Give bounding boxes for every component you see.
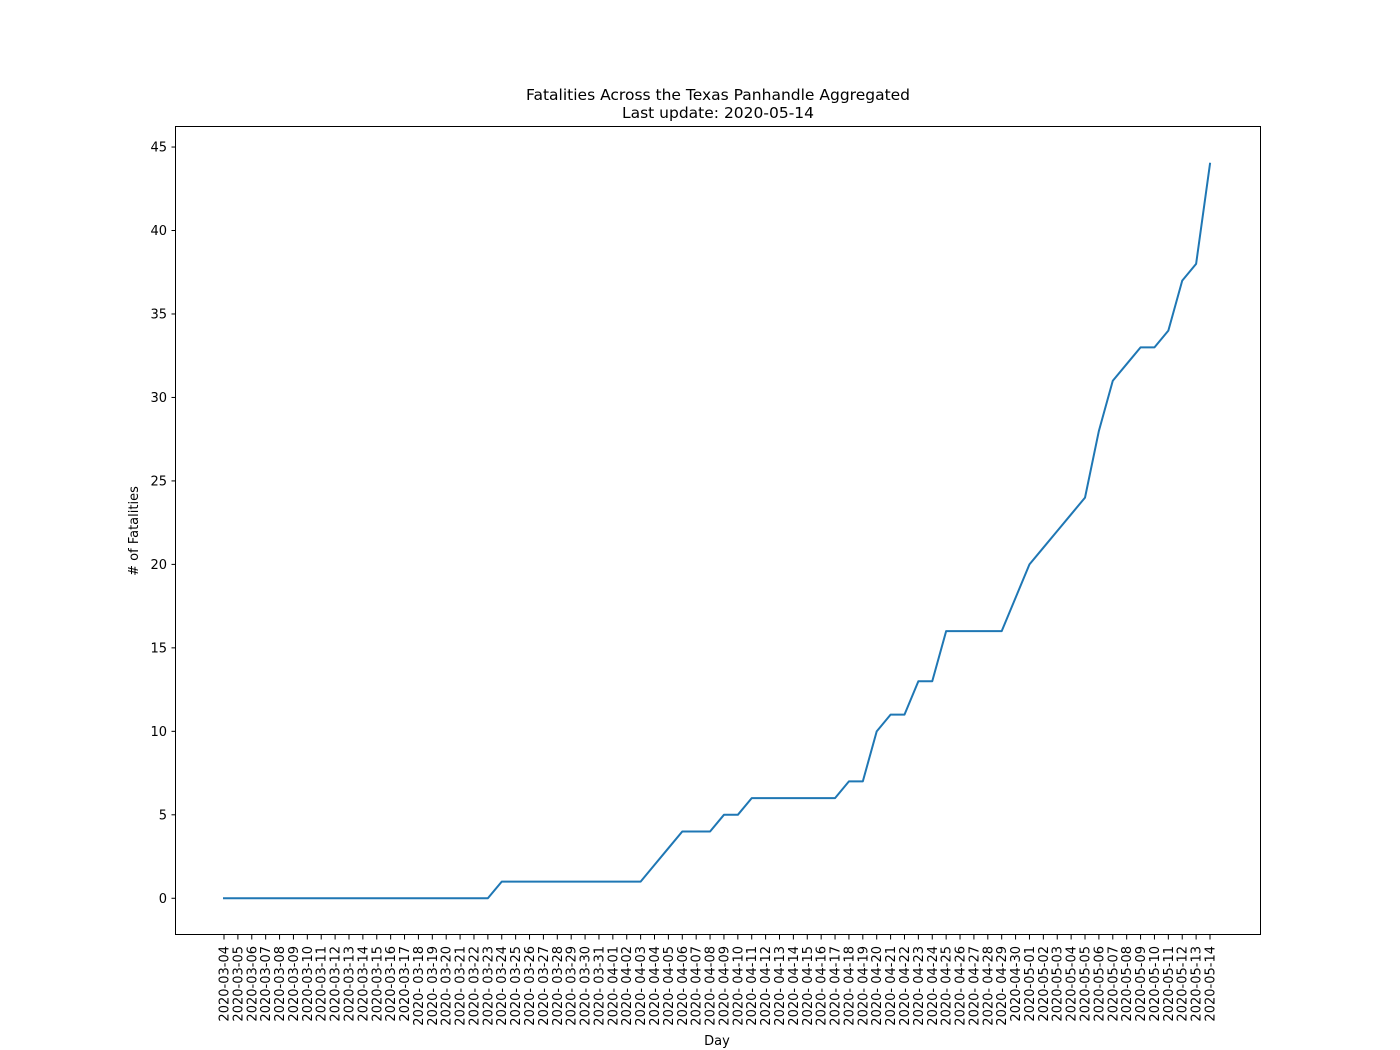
y-tick-label: 25 <box>150 474 167 489</box>
x-tick-label: 2020-05-06 <box>1092 946 1107 1022</box>
x-tick-label: 2020-03-06 <box>245 946 260 1022</box>
x-tick-label: 2020- 04-08 <box>704 946 719 1026</box>
y-axis: 0 5 10 15 20 25 30 35 40 45 <box>150 141 176 907</box>
x-tick-label: 2020-05-05 <box>1079 946 1094 1022</box>
y-tick-label: 0 <box>159 892 167 907</box>
x-tick-label: 2020- 04-07 <box>690 946 705 1026</box>
x-tick-label: 2020- 04-11 <box>745 946 760 1026</box>
x-tick-label: 2020- 03-29 <box>565 946 580 1026</box>
x-tick-label: 2020- 04-17 <box>829 946 844 1026</box>
x-tick-label: 2020-03-09 <box>287 946 302 1022</box>
x-tick-label: 2020-05-07 <box>1106 946 1121 1022</box>
x-tick-label: 2020- 04-01 <box>606 946 621 1026</box>
x-tick-label: 2020-03-15 <box>370 946 385 1022</box>
x-tick-label: 2020- 03-27 <box>537 946 552 1026</box>
x-tick-label: 2020-05-01 <box>1023 946 1038 1022</box>
x-tick-label: 2020- 04-27 <box>967 946 982 1026</box>
chart-title: Fatalities Across the Texas Panhandle Ag… <box>526 86 910 104</box>
x-tick-label: 2020- 04-13 <box>773 946 788 1026</box>
y-tick-label: 40 <box>150 224 167 239</box>
x-tick-label: 2020-05-02 <box>1037 946 1052 1022</box>
x-tick-label: 2020- 04-22 <box>898 946 913 1026</box>
x-tick-label: 2020- 04-14 <box>787 946 802 1026</box>
x-tick-label: 2020-03-13 <box>342 946 357 1022</box>
x-tick-label: 2020-05-12 <box>1176 946 1191 1022</box>
x-tick-label: 2020- 04-19 <box>856 946 871 1026</box>
x-tick-label: 2020- 04-12 <box>759 946 774 1026</box>
x-tick-label: 2020-05-09 <box>1134 946 1149 1022</box>
chart-subtitle: Last update: 2020-05-14 <box>622 104 814 122</box>
x-tick-label: 2020- 03-25 <box>509 946 524 1026</box>
x-tick-label: 2020- 04-16 <box>815 946 830 1026</box>
x-tick-label: 2020- 04-25 <box>940 946 955 1026</box>
x-tick-label: 2020- 03-26 <box>523 946 538 1026</box>
x-tick-label: 2020-03-07 <box>259 946 274 1022</box>
x-tick-label: 2020-05-10 <box>1148 946 1163 1022</box>
x-tick-label: 2020- 03-24 <box>495 946 510 1026</box>
x-axis-label: Day <box>704 1034 730 1049</box>
x-tick-label: 2020- 04-28 <box>981 946 996 1026</box>
x-tick-label: 2020- 04-09 <box>717 946 732 1026</box>
series-line <box>223 162 1212 900</box>
y-axis-label: # of Fatalities <box>127 486 142 576</box>
x-tick-label: 2020- 04-15 <box>801 946 816 1026</box>
x-tick-label: 2020-03-08 <box>273 946 288 1022</box>
x-tick-label: 2020- 04-29 <box>995 946 1010 1026</box>
y-tick-label: 35 <box>150 307 167 322</box>
x-tick-label: 2020- 03-20 <box>440 946 455 1026</box>
x-tick-label: 2020- 04-23 <box>912 946 927 1026</box>
x-tick-label: 2020- 04-04 <box>648 946 663 1026</box>
x-tick-label: 2020- 04-24 <box>926 946 941 1026</box>
x-tick-label: 2020- 04-20 <box>870 946 885 1026</box>
x-tick-label: 2020- 04-03 <box>634 946 649 1026</box>
x-tick-label: 2020-03-12 <box>329 946 344 1022</box>
x-tick-label: 2020- 04-06 <box>676 946 691 1026</box>
x-tick-label: 2020- 04-05 <box>662 946 677 1026</box>
y-tick-label: 15 <box>150 641 167 656</box>
x-axis: 2020-03-042020-03-052020-03-062020-03-07… <box>218 935 1219 1026</box>
y-tick-label: 45 <box>150 141 167 156</box>
x-tick-label: 2020- 04-18 <box>842 946 857 1026</box>
x-tick-label: 2020-05-11 <box>1162 946 1177 1022</box>
x-tick-label: 2020- 03-22 <box>467 946 482 1026</box>
x-tick-label: 2020-05-13 <box>1190 946 1205 1022</box>
x-tick-label: 2020-04-30 <box>1009 946 1024 1022</box>
x-tick-label: 2020- 04-10 <box>731 946 746 1026</box>
plot-area-frame <box>175 126 1261 935</box>
x-tick-label: 2020- 04-02 <box>620 946 635 1026</box>
x-tick-label: 2020- 03-23 <box>481 946 496 1026</box>
x-tick-label: 2020- 03-30 <box>579 946 594 1026</box>
x-tick-label: 2020- 04-26 <box>954 946 969 1026</box>
x-tick-label: 2020-03-17 <box>398 946 413 1022</box>
x-tick-label: 2020-03-14 <box>356 946 371 1022</box>
x-tick-label: 2020-03-10 <box>301 946 316 1022</box>
x-tick-label: 2020-03-04 <box>218 946 233 1022</box>
x-tick-label: 2020-03-16 <box>384 946 399 1022</box>
y-tick-label: 5 <box>159 808 167 823</box>
x-tick-label: 2020- 03-19 <box>426 946 441 1026</box>
x-tick-label: 2020- 03-18 <box>412 946 427 1026</box>
x-tick-label: 2020-05-14 <box>1204 946 1219 1022</box>
x-tick-label: 2020- 04-21 <box>884 946 899 1026</box>
x-tick-label: 2020-05-08 <box>1120 946 1135 1022</box>
x-tick-label: 2020- 03-28 <box>551 946 566 1026</box>
y-tick-label: 10 <box>150 725 167 740</box>
x-tick-label: 2020-05-03 <box>1051 946 1066 1022</box>
x-tick-label: 2020-03-05 <box>231 946 246 1022</box>
x-tick-label: 2020- 03-21 <box>454 946 469 1026</box>
x-tick-label: 2020-03-11 <box>315 946 330 1022</box>
x-tick-label: 2020- 03-31 <box>592 946 607 1026</box>
y-tick-label: 30 <box>150 391 167 406</box>
y-tick-label: 20 <box>150 558 167 573</box>
x-tick-label: 2020-05-04 <box>1065 946 1080 1022</box>
